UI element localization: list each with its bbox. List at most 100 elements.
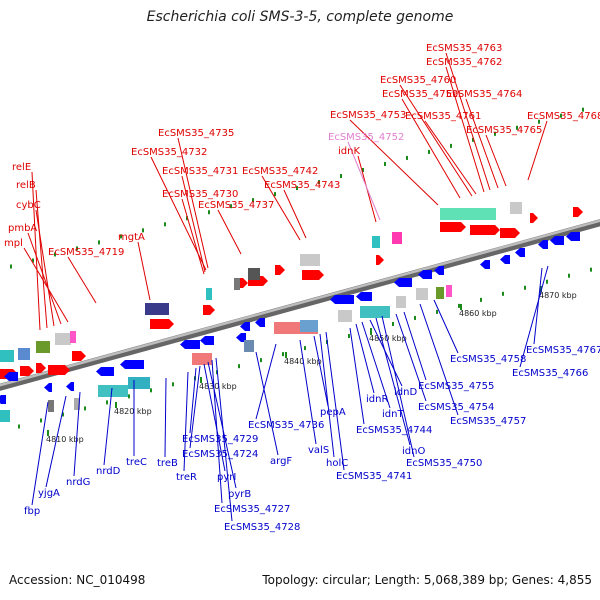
forward-gene xyxy=(302,270,324,280)
label-connector xyxy=(255,343,277,420)
feature-box xyxy=(234,278,240,290)
label-connector xyxy=(283,189,307,239)
feature-box xyxy=(206,288,212,300)
gene-label: EcSMS35_4731 xyxy=(162,166,238,177)
ruler-dash xyxy=(76,246,78,251)
reverse-gene xyxy=(236,333,246,342)
gene-label: EcSMS35_4762 xyxy=(426,57,502,68)
ruler-dash xyxy=(436,309,438,314)
label-connector xyxy=(261,175,301,241)
gene-label: EcSMS35_4760 xyxy=(380,75,456,86)
ruler-dash xyxy=(340,174,342,179)
gene-label: EcSMS35_4763 xyxy=(426,43,502,54)
forward-gene xyxy=(48,365,70,375)
gene-label: EcSMS35_4730 xyxy=(162,189,238,200)
label-connector xyxy=(189,367,197,434)
gene-label: pmbA xyxy=(8,223,37,234)
feature-box xyxy=(48,400,54,412)
ruler-dash xyxy=(582,107,584,112)
feature-box xyxy=(74,398,80,410)
label-connector xyxy=(181,175,206,273)
gene-label: EcSMS35_4727 xyxy=(214,504,290,515)
label-connector xyxy=(381,315,415,458)
label-connector xyxy=(527,120,548,181)
feature-box xyxy=(98,385,128,397)
label-connector xyxy=(203,363,226,472)
label-connector xyxy=(399,84,473,197)
gene-label: EcSMS35_4744 xyxy=(356,425,432,436)
gene-layer xyxy=(0,202,583,422)
gene-label: EcSMS35_4764 xyxy=(446,89,522,100)
gene-label: EcSMS35_4754 xyxy=(418,402,494,413)
gene-label: idnR xyxy=(366,394,388,405)
ruler-dash xyxy=(590,267,592,272)
gene-label: EcSMS35_4758 xyxy=(450,354,526,365)
ruler-dash xyxy=(348,334,350,339)
gene-label: EcSMS35_4736 xyxy=(248,420,324,431)
ruler-dash xyxy=(304,346,306,351)
feature-box xyxy=(300,320,318,332)
accession-text: Accession: NC_010498 xyxy=(9,573,146,587)
feature-box xyxy=(360,306,390,318)
gene-label: treR xyxy=(176,472,197,483)
reverse-gene xyxy=(566,232,580,241)
gene-label: cybC xyxy=(16,200,41,211)
label-connector xyxy=(395,313,427,402)
label-connector xyxy=(35,189,48,329)
ruler-dash xyxy=(282,352,284,357)
feature-box xyxy=(436,287,444,299)
ruler-dash xyxy=(142,228,144,233)
forward-gene xyxy=(573,207,583,217)
label-connector xyxy=(164,377,167,458)
ruler-dash xyxy=(568,273,570,278)
gene-label: valS xyxy=(308,445,329,456)
forward-gene xyxy=(376,255,384,265)
forward-gene xyxy=(500,228,520,238)
gene-label: holC xyxy=(326,458,348,469)
forward-gene xyxy=(20,366,34,376)
gene-label: EcSMS35_4759 xyxy=(382,89,458,100)
gene-label: EcSMS35_4743 xyxy=(264,180,340,191)
label-connector xyxy=(347,141,381,221)
reverse-gene xyxy=(330,295,354,304)
ruler-dash xyxy=(230,204,232,209)
gene-label: nrdG xyxy=(66,477,90,488)
ruler-dash xyxy=(18,424,20,429)
gene-label: idnO xyxy=(402,446,425,457)
label-connector xyxy=(375,317,411,446)
ruler-dash xyxy=(128,394,130,399)
reverse-gene xyxy=(120,360,144,369)
ruler-dash xyxy=(172,382,174,387)
reverse-gene xyxy=(4,372,18,381)
ruler-dash xyxy=(524,285,526,290)
label-connector xyxy=(485,134,507,187)
reverse-gene xyxy=(0,395,6,404)
feature-box xyxy=(392,232,402,244)
gene-label: EcSMS35_4753 xyxy=(330,110,406,121)
feature-box xyxy=(18,348,30,360)
label-connector xyxy=(189,365,201,449)
feature-box xyxy=(192,353,212,365)
forward-gene xyxy=(530,213,538,223)
ruler-dash xyxy=(458,303,460,308)
label-connector xyxy=(137,241,151,301)
forward-gene xyxy=(470,225,500,235)
gene-label: nrdD xyxy=(96,466,121,477)
gene-label: EcSMS35_4737 xyxy=(198,200,274,211)
gene-label: EcSMS35_4728 xyxy=(224,522,300,533)
forward-gene xyxy=(440,222,466,232)
gene-label: idnK xyxy=(338,146,360,157)
reverse-gene xyxy=(66,382,74,391)
ruler-dash xyxy=(370,328,372,332)
ruler-dash xyxy=(84,406,86,411)
label-connector xyxy=(325,331,345,471)
gene-label: relE xyxy=(12,162,31,173)
ruler-dash xyxy=(384,161,386,166)
gene-label: pyrI xyxy=(217,472,236,483)
tick-label: 4810 kbp xyxy=(46,435,84,444)
gene-label: mgtA xyxy=(118,232,145,243)
feature-box xyxy=(372,236,380,248)
topology-text: Topology: circular; Length: 5,068,389 bp… xyxy=(262,573,592,587)
ruler-dash xyxy=(428,149,430,154)
